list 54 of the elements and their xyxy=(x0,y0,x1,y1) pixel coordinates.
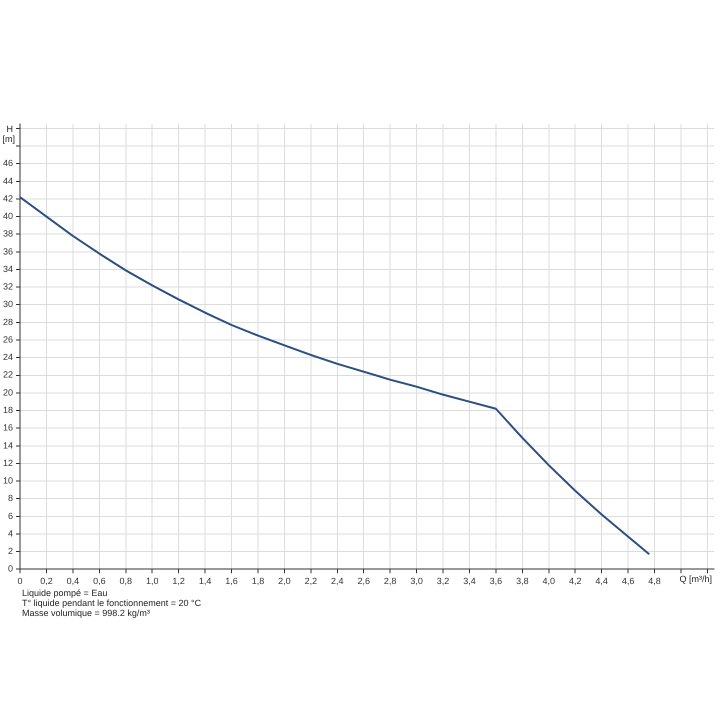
y-tick-label: 12 xyxy=(2,458,14,468)
x-tick-label: 4,4 xyxy=(595,576,608,586)
y-tick-label: 24 xyxy=(2,352,14,362)
y-tick-label: 36 xyxy=(2,246,14,256)
x-tick-label: 2,2 xyxy=(304,576,318,586)
y-tick-label: 46 xyxy=(2,158,14,168)
y-tick-label: 0 xyxy=(8,564,14,574)
x-tick-label: 1,0 xyxy=(146,576,158,586)
x-tick-label: 4,0 xyxy=(542,576,556,586)
y-tick-label: 2 xyxy=(8,546,14,556)
x-tick-label: 3,0 xyxy=(410,576,423,586)
x-tick-label: 3,4 xyxy=(463,576,476,586)
x-tick-label: 4,6 xyxy=(622,576,634,586)
y-tick-label: 10 xyxy=(2,476,14,486)
x-tick-label: 0 xyxy=(18,576,23,586)
y-axis-title: H [m] xyxy=(2,124,16,144)
x-tick-label: 3,8 xyxy=(516,576,529,586)
x-tick-label: 0,4 xyxy=(66,576,80,586)
y-tick-label: 38 xyxy=(2,228,14,239)
y-tick-label: 4 xyxy=(8,528,14,538)
y-tick-label: 44 xyxy=(2,176,14,186)
y-tick-label: 34 xyxy=(2,264,14,274)
x-tick-label: 1,4 xyxy=(198,576,212,586)
y-tick-label: 32 xyxy=(2,282,14,292)
y-tick-label: 16 xyxy=(2,422,14,433)
text: Masse volumique = 998.2 kg/m³ xyxy=(22,608,150,618)
y-tick-label: 26 xyxy=(2,334,14,344)
y-tick-label: 30 xyxy=(2,299,14,310)
y-tick-label: 8 xyxy=(8,493,14,504)
y-tick-label: 42 xyxy=(2,193,14,204)
x-tick-label: 1,6 xyxy=(225,576,238,586)
x-tick-label: 0,6 xyxy=(93,576,106,586)
x-tick-label: 0,8 xyxy=(120,576,132,586)
x-tick-label: 2,4 xyxy=(331,576,344,586)
x-tick-label: 2,8 xyxy=(384,576,396,586)
x-tick-label: 3,2 xyxy=(436,576,450,586)
text: Liquide pompé = Eau xyxy=(22,588,108,598)
y-tick-label: 14 xyxy=(2,440,14,450)
text: T° liquide pendant le fonctionnement = 20 °C xyxy=(22,598,202,608)
x-tick-label: 1,8 xyxy=(252,576,264,586)
x-tick-label: 0,2 xyxy=(40,576,53,586)
y-tick-label: 22 xyxy=(2,370,14,380)
y-tick-label: 6 xyxy=(8,510,14,521)
y-tick-label: 40 xyxy=(2,211,14,222)
y-tick-label: 18 xyxy=(2,405,14,415)
y-tick-label: 20 xyxy=(2,387,14,398)
x-tick-label: 4,8 xyxy=(648,576,661,586)
x-axis-title: Q [m³/h] xyxy=(679,574,712,584)
y-tick-label: 28 xyxy=(2,316,14,327)
x-tick-label: 3,6 xyxy=(490,576,502,586)
x-tick-label: 2,0 xyxy=(278,576,291,586)
x-tick-label: 4,2 xyxy=(568,576,582,586)
x-tick-label: 1,2 xyxy=(172,576,185,586)
x-tick-label: 2,6 xyxy=(357,576,370,586)
